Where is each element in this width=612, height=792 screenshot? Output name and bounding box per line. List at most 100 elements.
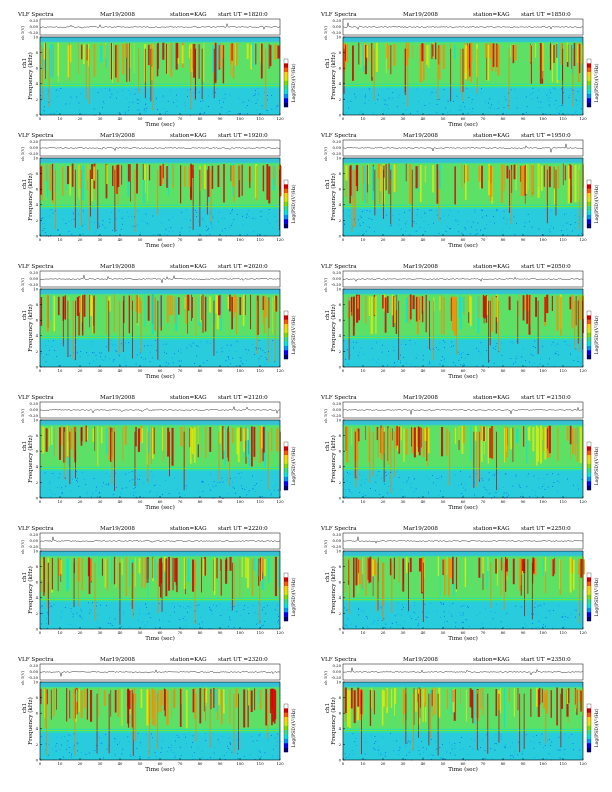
colorbar bbox=[283, 572, 289, 622]
trace-tick-label: -0.20 bbox=[28, 151, 38, 156]
x-tick-label: 50 bbox=[138, 499, 143, 504]
panel-station: station=KAG bbox=[473, 526, 510, 532]
x-tick-label: 120 bbox=[579, 630, 587, 635]
x-tick-label: 50 bbox=[441, 761, 446, 766]
colorbar-label: Log(PSD)(V²/Hz) bbox=[593, 446, 600, 485]
y-tick-label: 6 bbox=[36, 449, 39, 454]
trace-axis-label: ch 1(V) bbox=[20, 409, 25, 423]
x-tick-label: 30 bbox=[98, 368, 103, 373]
channel-label: ch1 bbox=[325, 310, 331, 320]
y-tick-label: 2 bbox=[339, 742, 342, 747]
y-tick-label: 0 bbox=[36, 495, 39, 500]
colorbar bbox=[586, 58, 592, 108]
colorbar bbox=[586, 310, 592, 360]
x-tick-label: 20 bbox=[381, 630, 386, 635]
panel-date: Mar19/2008 bbox=[100, 657, 135, 663]
trace-tick-label: -0.20 bbox=[28, 544, 38, 549]
y-tick-label: 8 bbox=[36, 171, 39, 176]
x-tick-label: 20 bbox=[381, 237, 386, 242]
spectrogram-image bbox=[40, 420, 281, 499]
y-tick-label: 10 bbox=[33, 34, 38, 39]
x-tick-label: 40 bbox=[118, 499, 123, 504]
panel-date: Mar19/2008 bbox=[100, 133, 135, 139]
x-tick-label: 100 bbox=[539, 116, 547, 121]
x-tick-label: 100 bbox=[236, 630, 244, 635]
panel-station: station=KAG bbox=[170, 264, 207, 270]
trace-tick-label: 0.00 bbox=[333, 538, 342, 543]
trace-tick-label: 0.00 bbox=[30, 669, 39, 674]
x-tick-label: 90 bbox=[521, 499, 526, 504]
panel-date: Mar19/2008 bbox=[100, 526, 135, 532]
y-axis-label: Frequency (kHz) bbox=[330, 173, 337, 221]
trace-tick-label: 0.20 bbox=[30, 139, 39, 144]
x-tick-label: 120 bbox=[276, 499, 284, 504]
channel-label: ch1 bbox=[22, 703, 28, 713]
y-tick-label: 0 bbox=[339, 757, 342, 762]
channel-label: ch1 bbox=[325, 441, 331, 451]
trace-axis-label: ch 1(V) bbox=[20, 671, 25, 685]
colorbar-label: Log(PSD)(V²/Hz) bbox=[593, 708, 600, 747]
x-tick-label: 120 bbox=[579, 368, 587, 373]
trace-axis-label: ch 1(V) bbox=[323, 540, 328, 554]
y-tick-label: 4 bbox=[339, 726, 342, 731]
trace-tick-label: 0.00 bbox=[30, 276, 39, 281]
trace-axis-label: ch 1(V) bbox=[20, 26, 25, 40]
x-tick-label: 30 bbox=[98, 630, 103, 635]
trace-tick-label: -0.20 bbox=[28, 675, 38, 680]
x-tick-label: 10 bbox=[58, 761, 63, 766]
x-tick-label: 120 bbox=[276, 116, 284, 121]
y-tick-label: 6 bbox=[339, 580, 342, 585]
waveform-trace bbox=[40, 23, 281, 30]
x-tick-label: 40 bbox=[421, 630, 426, 635]
x-tick-label: 10 bbox=[58, 499, 63, 504]
spectrogram-image bbox=[343, 551, 585, 630]
x-tick-label: 40 bbox=[118, 237, 123, 242]
y-axis-label: Frequency (kHz) bbox=[27, 52, 34, 100]
x-tick-label: 80 bbox=[198, 761, 203, 766]
x-axis-label: Time (sec) bbox=[145, 504, 175, 511]
x-tick-label: 60 bbox=[158, 368, 163, 373]
y-tick-label: 0 bbox=[339, 626, 342, 631]
y-axis-label: Frequency (kHz) bbox=[330, 697, 337, 745]
panel-date: Mar19/2008 bbox=[100, 395, 135, 401]
channel-label: ch1 bbox=[22, 572, 28, 582]
panel-station: station=KAG bbox=[473, 133, 510, 139]
trace-tick-label: 0.20 bbox=[333, 270, 342, 275]
trace-axis-label: ch 1(V) bbox=[20, 278, 25, 292]
x-tick-label: 0 bbox=[342, 116, 345, 121]
y-tick-label: 8 bbox=[339, 433, 342, 438]
x-tick-label: 30 bbox=[98, 761, 103, 766]
x-tick-label: 50 bbox=[441, 499, 446, 504]
x-tick-label: 30 bbox=[401, 499, 406, 504]
x-tick-label: 0 bbox=[342, 368, 345, 373]
panel-station: station=KAG bbox=[170, 395, 207, 401]
channel-label: ch1 bbox=[325, 179, 331, 189]
x-tick-label: 60 bbox=[461, 761, 466, 766]
trace-tick-label: -0.20 bbox=[331, 282, 341, 287]
x-tick-label: 50 bbox=[138, 761, 143, 766]
y-tick-label: 4 bbox=[36, 464, 39, 469]
x-tick-label: 0 bbox=[342, 237, 345, 242]
trace-tick-label: 0.00 bbox=[30, 24, 39, 29]
panel-date: Mar19/2008 bbox=[100, 12, 135, 18]
panel-station: station=KAG bbox=[473, 264, 510, 270]
y-tick-label: 10 bbox=[33, 679, 38, 684]
y-tick-label: 2 bbox=[36, 611, 39, 616]
x-tick-label: 80 bbox=[198, 116, 203, 121]
x-tick-label: 50 bbox=[138, 368, 143, 373]
y-axis-label: Frequency (kHz) bbox=[330, 566, 337, 614]
trace-tick-label: 0.00 bbox=[333, 24, 342, 29]
y-tick-label: 0 bbox=[36, 757, 39, 762]
x-tick-label: 70 bbox=[178, 499, 183, 504]
x-tick-label: 80 bbox=[501, 499, 506, 504]
y-axis-label: Frequency (kHz) bbox=[27, 566, 34, 614]
waveform-trace bbox=[39, 669, 281, 677]
x-tick-label: 40 bbox=[118, 368, 123, 373]
spectrogram-panel-2: VLF Spectra Mar19/2008 station=KAG start UT… bbox=[320, 12, 600, 128]
panel-start-time: start UT =2050:0 bbox=[521, 264, 571, 270]
x-tick-label: 10 bbox=[361, 116, 366, 121]
y-tick-label: 6 bbox=[339, 449, 342, 454]
channel-label: ch1 bbox=[22, 310, 28, 320]
x-tick-label: 70 bbox=[178, 368, 183, 373]
x-tick-label: 70 bbox=[481, 116, 486, 121]
